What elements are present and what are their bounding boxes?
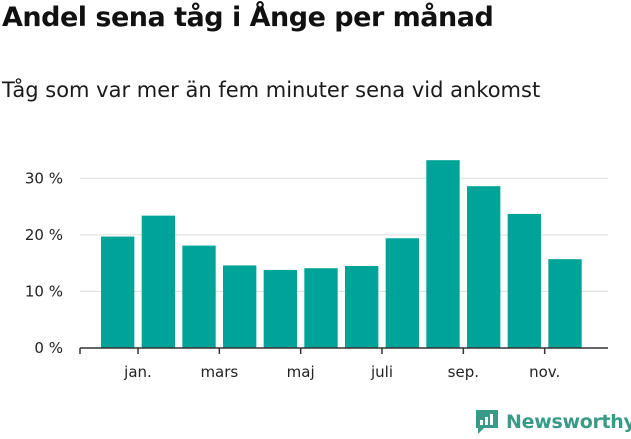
bar[interactable] (101, 236, 135, 348)
bar[interactable] (426, 160, 460, 348)
bar[interactable] (141, 215, 176, 348)
y-tick-label: 0 % (34, 339, 63, 357)
bar[interactable] (345, 265, 379, 348)
newsworthy-logo[interactable]: Newsworthy (474, 408, 631, 436)
tick-labels: 0 % 10 % 20 % 30 % jan. mars maj juli sep. nov. (25, 169, 560, 381)
bar[interactable] (304, 268, 338, 348)
bar[interactable] (223, 265, 257, 348)
x-tick-label: maj (287, 363, 315, 381)
axes (79, 347, 608, 354)
x-tick-label: sep. (448, 363, 479, 381)
chart-subtitle: Tåg som var mer än fem minuter sena vid … (2, 78, 541, 102)
newsworthy-brand-name: Newsworthy (506, 411, 631, 433)
x-tick-label: mars (200, 363, 238, 381)
bar[interactable] (548, 259, 582, 348)
y-tick-label: 20 % (25, 226, 63, 244)
x-tick-label: jan. (123, 363, 152, 381)
y-tick-label: 30 % (25, 169, 63, 187)
bar[interactable] (507, 213, 542, 348)
newsworthy-logo-icon (476, 410, 498, 434)
bars (101, 160, 582, 348)
bar[interactable] (182, 245, 216, 348)
y-tick-label: 10 % (25, 282, 63, 300)
x-tick-label: juli (370, 363, 393, 381)
chart-title: Andel sena tåg i Ånge per månad (2, 2, 494, 33)
x-tick-label: nov. (529, 363, 560, 381)
bar[interactable] (263, 269, 298, 348)
bar[interactable] (385, 238, 420, 348)
bar[interactable] (467, 186, 501, 348)
